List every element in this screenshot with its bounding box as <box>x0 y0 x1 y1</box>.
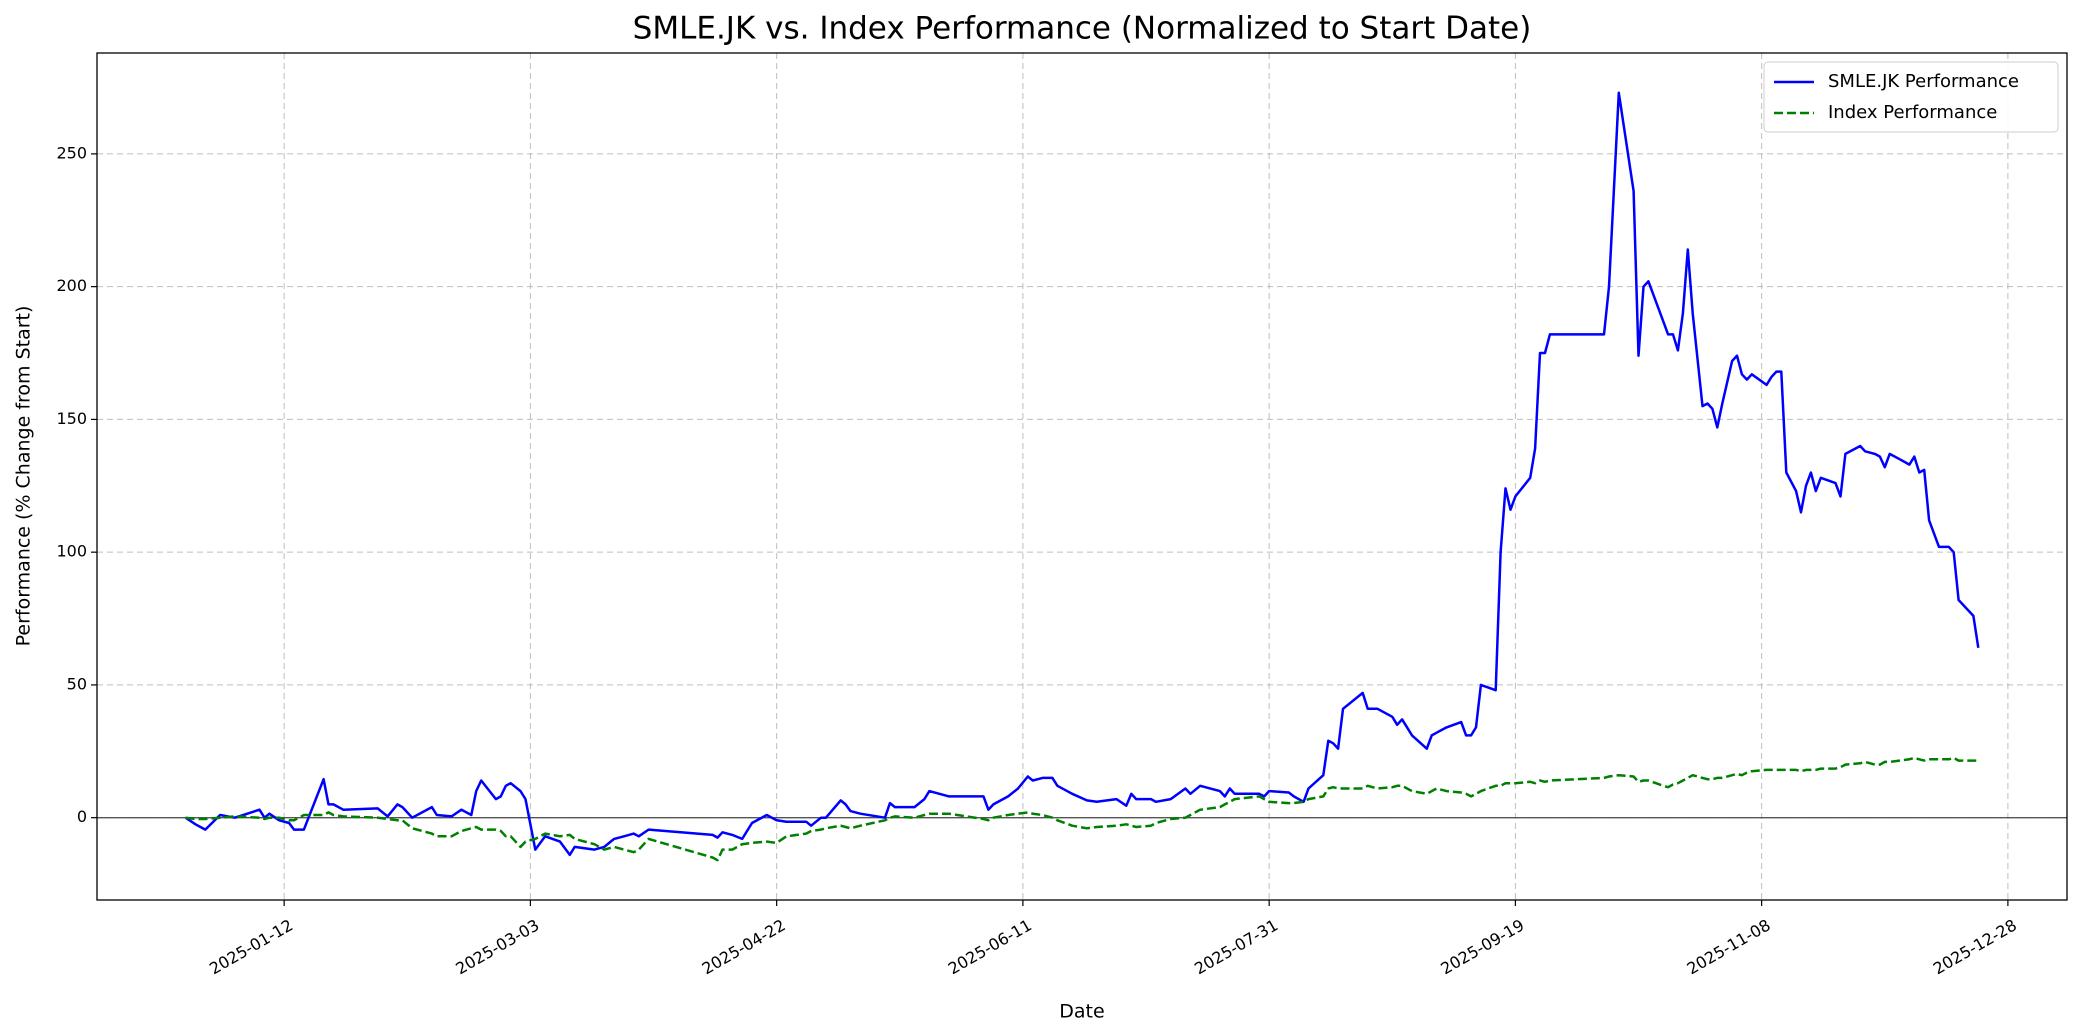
legend-box <box>1763 61 2059 133</box>
y-tick-label: 100 <box>56 542 87 561</box>
y-tick-label: 150 <box>56 409 87 428</box>
legend: SMLE.JK Performance Index Performance <box>1763 61 2059 133</box>
y-tick-label: 0 <box>77 807 87 826</box>
y-tick-label: 200 <box>56 276 87 295</box>
x-tick-label: 2025-01-12 <box>206 915 296 978</box>
series-line <box>185 756 1979 862</box>
x-tick-label: 2025-07-31 <box>1191 915 1281 978</box>
x-tick-label: 2025-09-19 <box>1437 915 1527 978</box>
x-tick-label: 2025-11-08 <box>1684 915 1774 978</box>
y-tick-label: 250 <box>56 143 87 162</box>
x-tick-label: 2025-06-11 <box>945 915 1035 978</box>
legend-label: Index Performance <box>1828 102 1997 123</box>
x-tick-label: 2025-12-28 <box>1930 915 2020 978</box>
x-tick-label: 2025-03-03 <box>452 915 542 978</box>
series-line <box>184 91 1980 857</box>
y-tick-label: 50 <box>67 674 87 693</box>
x-tick-label: 2025-04-22 <box>699 915 789 978</box>
x-axis-label: Date <box>1059 1001 1104 1023</box>
chart-title: SMLE.JK vs. Index Performance (Normalize… <box>633 11 1532 47</box>
plot-frame <box>96 52 2068 901</box>
legend-label: SMLE.JK Performance <box>1828 71 2019 92</box>
y-axis-label: Performance (% Change from Start) <box>13 306 35 647</box>
